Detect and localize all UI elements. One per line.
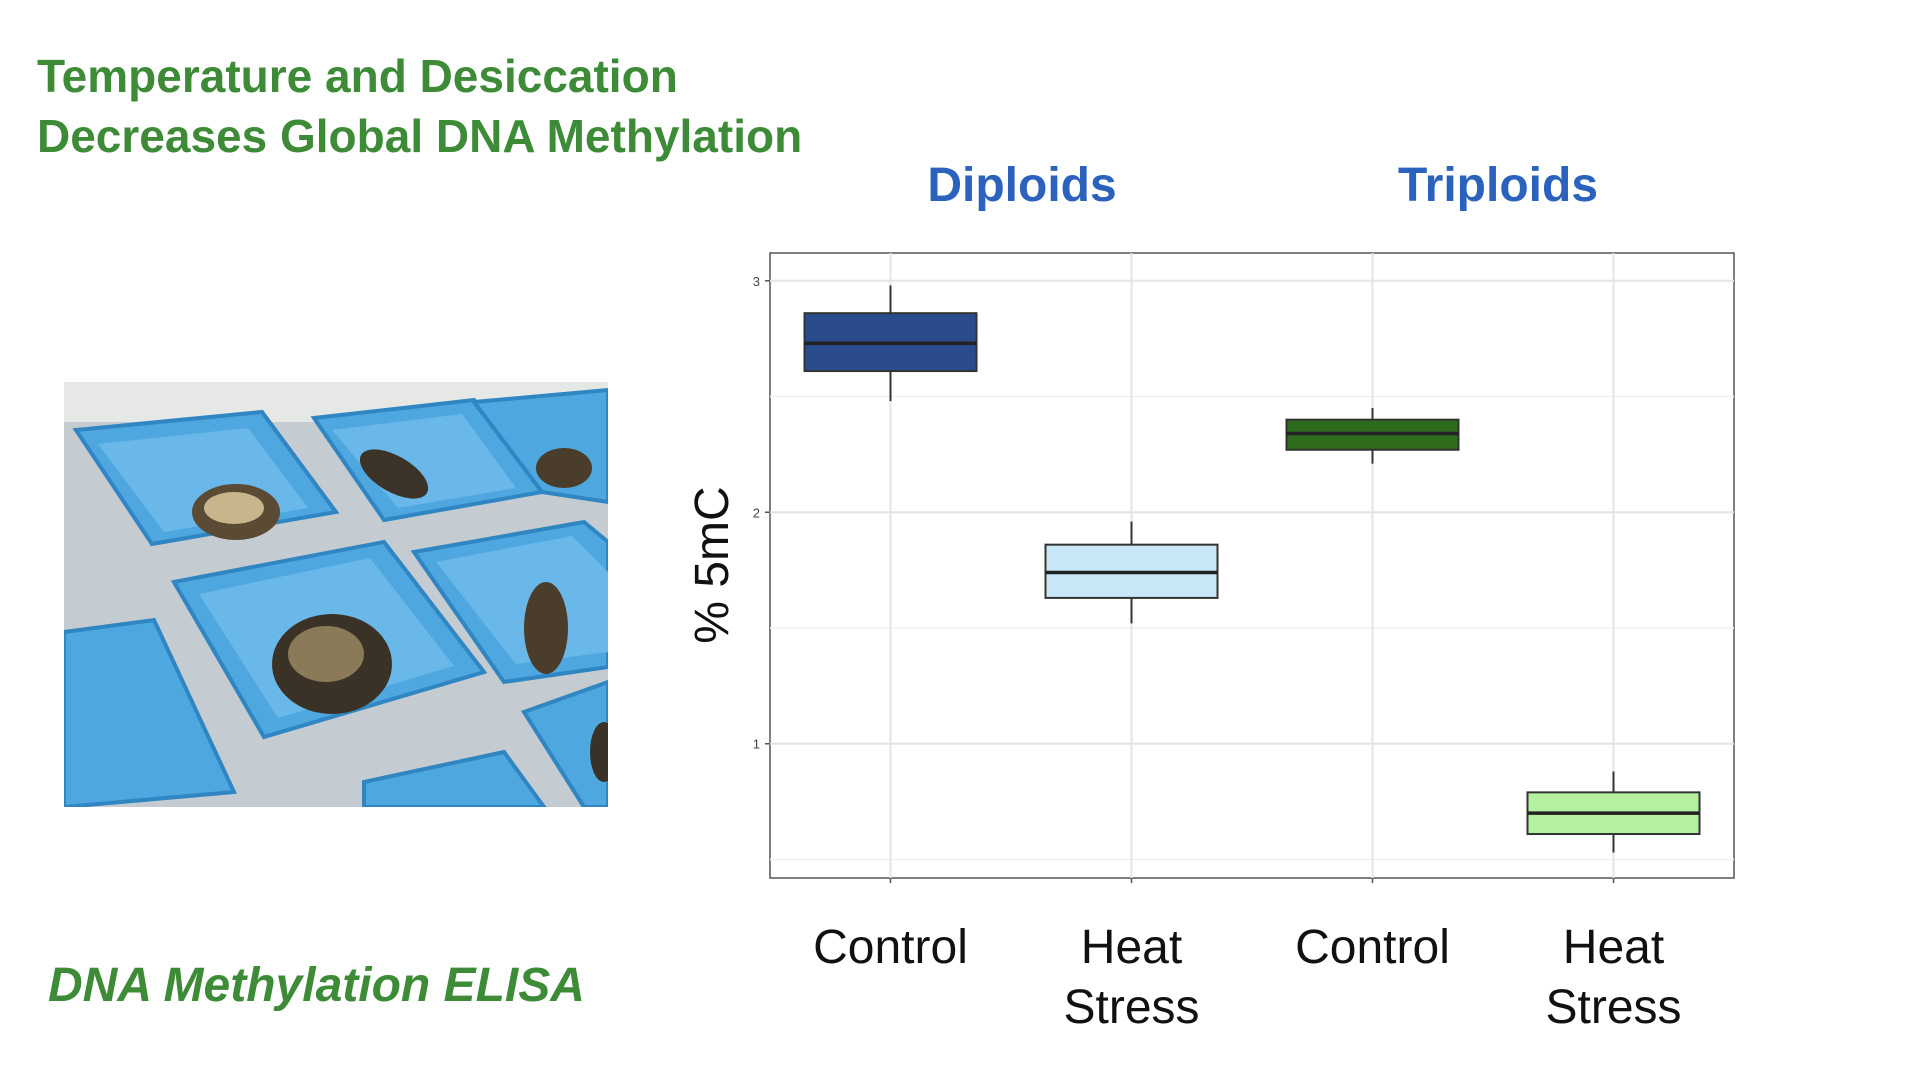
box-series xyxy=(803,285,1701,853)
box-4 xyxy=(1526,771,1701,853)
x-category-label: Control xyxy=(1243,918,1503,978)
group-label-triploids: Triploids xyxy=(1397,159,1599,212)
x-category-label: Control xyxy=(761,918,1021,978)
y-tick-label: 2 xyxy=(753,505,760,520)
title-line-1: Temperature and Desiccation xyxy=(37,50,678,102)
y-tick-label: 3 xyxy=(753,274,760,289)
box-3 xyxy=(1285,408,1460,464)
caption-elisa: DNA Methylation ELISA xyxy=(48,959,585,1012)
axis-ticks: 1 2 3 xyxy=(753,274,1615,883)
y-axis-label: % 5mC xyxy=(686,486,739,643)
x-category-line2: Stress xyxy=(1545,981,1682,1034)
slide-title: Temperature and Desiccation Decreases Gl… xyxy=(37,46,802,166)
x-category-label: Heat Stress xyxy=(1484,918,1744,1038)
x-category-label: Heat Stress xyxy=(1002,918,1262,1038)
box-2 xyxy=(1044,521,1219,624)
x-category-line2: Stress xyxy=(1063,981,1200,1034)
x-category-line1: Control xyxy=(813,921,968,974)
x-category-line1: Heat xyxy=(1080,921,1183,974)
box-1 xyxy=(803,285,978,402)
x-category-line1: Heat xyxy=(1562,921,1665,974)
title-line-2: Decreases Global DNA Methylation xyxy=(37,110,803,162)
y-tick-label: 1 xyxy=(753,737,760,752)
oysters-in-blue-trays-photo xyxy=(64,382,608,807)
group-label-diploids: Diploids xyxy=(927,159,1117,212)
x-category-line1: Control xyxy=(1295,921,1450,974)
